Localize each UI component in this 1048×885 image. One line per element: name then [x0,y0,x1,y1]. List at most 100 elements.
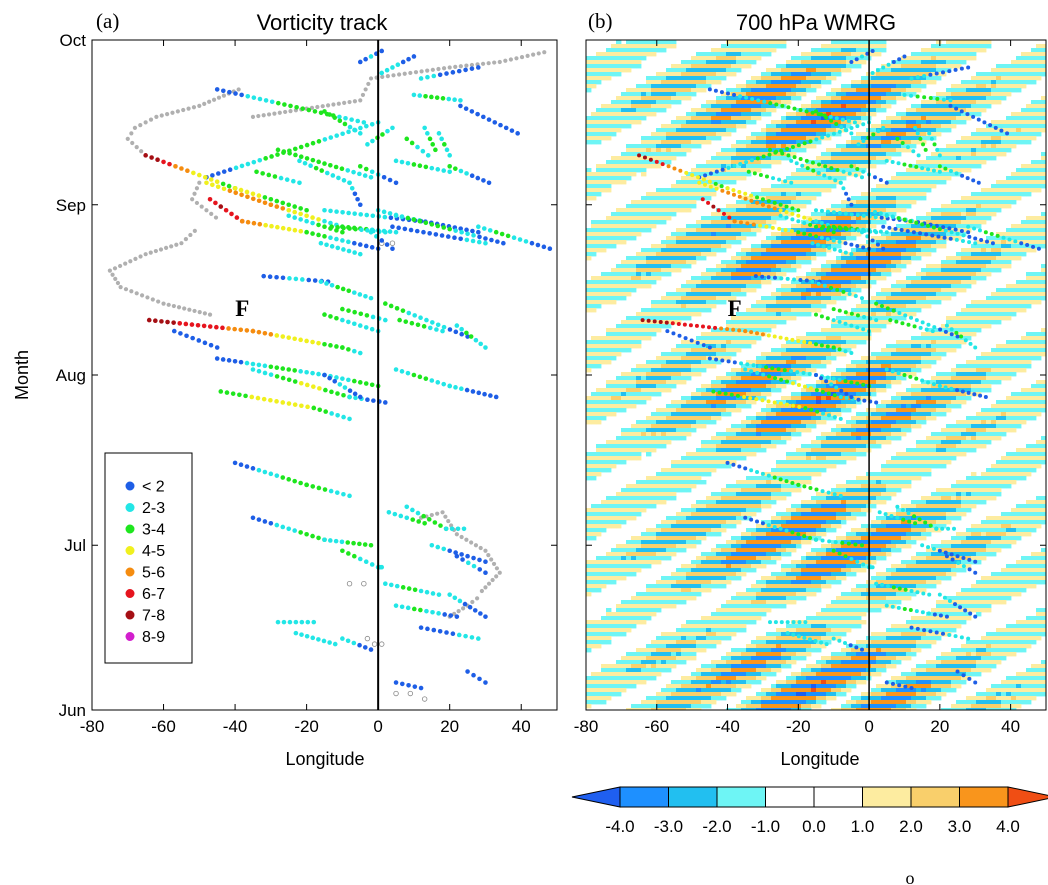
contour-cell [1041,272,1046,277]
contour-cell [846,236,852,241]
contour-cell [871,236,877,241]
contour-cell [951,280,957,285]
contour-cell [771,48,777,53]
contour-cell [771,268,777,273]
contour-cell [821,76,827,81]
contour-cell [636,200,642,205]
contour-cell [941,212,947,217]
contour-cell [931,156,937,161]
contour-cell [996,120,1002,125]
contour-cell [736,284,742,289]
contour-cell [951,204,957,209]
contour-cell [916,88,922,93]
contour-cell [816,156,822,161]
contour-cell [681,136,687,141]
track-point [328,135,334,140]
contour-cell [831,120,837,125]
contour-cell [836,208,842,213]
contour-cell [636,264,642,269]
gray-track-point [165,112,170,117]
track-point [340,238,345,243]
contour-cell [951,124,957,129]
contour-cell [956,200,962,205]
gray-track-point [148,117,154,122]
contour-cell [586,76,592,81]
contour-cell [756,88,762,93]
contour-cell [601,176,607,181]
contour-cell [911,124,917,129]
contour-cell [716,56,722,61]
contour-cell [1011,124,1017,129]
gray-track-point [169,244,174,249]
track-point [478,611,483,616]
track-point [177,321,183,326]
contour-cell [786,156,792,161]
track-point [492,120,498,125]
contour-cell [716,104,722,109]
contour-cell [606,64,612,69]
contour-cell [626,144,632,149]
contour-cell [811,136,817,141]
track-point [459,229,464,235]
contour-cell [691,240,697,245]
contour-cell [686,196,692,201]
contour-cell [966,216,972,221]
contour-cell [601,168,607,173]
contour-cell [901,232,907,237]
contour-cell [666,148,672,153]
contour-cell [786,252,792,257]
contour-cell [776,244,782,249]
open-circle-point [407,690,414,697]
track-point [218,204,224,209]
track-point [297,158,302,164]
contour-cell [831,68,837,73]
contour-cell [711,216,717,221]
contour-cell [796,64,802,69]
track-point [210,173,215,178]
contour-cell [591,172,597,177]
track-point [424,589,430,595]
contour-cell [976,92,982,97]
contour-cell [816,132,822,137]
contour-cell [746,272,752,277]
contour-cell [611,284,617,289]
contour-cell [796,184,802,189]
contour-cell [591,56,597,61]
contour-cell [841,124,847,129]
track-point [392,511,398,517]
contour-cell [626,48,632,53]
contour-cell [716,244,722,249]
contour-cell [736,204,742,209]
contour-cell [636,276,642,281]
contour-cell [846,268,852,273]
contour-cell [751,220,757,225]
contour-cell [736,44,742,49]
contour-cell [941,112,947,117]
track-point [535,242,541,248]
track-point [220,181,226,187]
contour-cell [831,92,837,97]
contour-cell [1026,68,1032,73]
contour-cell [601,164,607,169]
gray-track-point [130,140,135,146]
track-point [294,104,299,110]
contour-cell [961,248,967,253]
track-point [346,239,351,245]
contour-cell [816,84,822,89]
contour-cell [601,284,607,289]
track-point [310,140,316,146]
track-point [292,528,297,533]
contour-cell [746,100,752,105]
contour-cell [691,224,697,229]
contour-cell [801,88,807,93]
open-circle-point [393,690,399,697]
contour-cell [631,272,637,277]
contour-cell [586,184,592,189]
contour-cell [651,256,657,261]
track-point [387,229,393,234]
track-point [274,473,280,478]
contour-cell [1036,216,1042,221]
contour-cell [1021,116,1027,121]
contour-cell [881,156,887,161]
contour-cell [606,272,612,277]
